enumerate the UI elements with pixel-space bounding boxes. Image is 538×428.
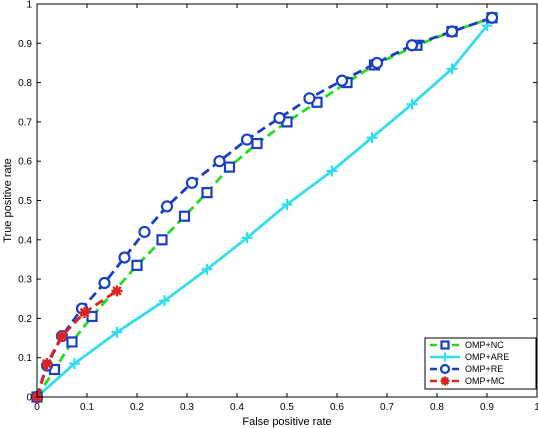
- series-line: [35, 16, 493, 398]
- data-point: [251, 137, 263, 150]
- data-point: [69, 358, 80, 370]
- y-tick-label: 0.8: [18, 78, 32, 89]
- y-tick-label: 0.1: [18, 353, 32, 364]
- legend-label: OMP+RE: [465, 364, 503, 374]
- y-tick-label: 0.7: [18, 117, 32, 128]
- data-point: [56, 330, 68, 342]
- data-point: [445, 25, 459, 38]
- data-point: [335, 74, 349, 87]
- data-point: [79, 307, 90, 319]
- legend-entry: OMP+MC: [430, 376, 505, 386]
- data-point: [185, 176, 199, 189]
- x-tick-label: 0.3: [180, 402, 194, 413]
- data-point: [446, 63, 458, 75]
- legend-entry: OMP+RE: [430, 363, 503, 375]
- data-point: [156, 234, 168, 246]
- y-tick-label: 0: [26, 393, 32, 404]
- data-point: [405, 39, 419, 52]
- data-point: [240, 133, 254, 146]
- data-point: [111, 326, 123, 338]
- x-tick-label: 0.4: [230, 402, 244, 413]
- data-point: [440, 352, 450, 362]
- x-tick-label: 0.1: [80, 402, 94, 413]
- legend: OMP+NC OMP+ARE OMP+RE OMP+MC: [424, 337, 537, 390]
- data-point: [485, 11, 499, 24]
- data-point: [111, 285, 123, 297]
- y-tick-label: 0.3: [18, 275, 32, 286]
- data-point: [66, 336, 78, 348]
- data-point: [160, 200, 174, 213]
- series-omp-nc: [31, 12, 498, 403]
- data-point-stroke: [440, 376, 450, 386]
- y-tick-label: 0.5: [18, 196, 32, 207]
- data-point: [440, 340, 450, 350]
- series-line: [36, 24, 489, 399]
- x-tick-label: 0.7: [380, 402, 394, 413]
- x-tick-label: 0.2: [130, 402, 144, 413]
- data-point: [366, 132, 378, 144]
- data-point-stroke: [42, 358, 52, 369]
- y-axis-label: True positive rate: [2, 158, 14, 243]
- data-point: [440, 376, 450, 386]
- data-point: [223, 161, 236, 173]
- x-tick-label: 1: [534, 402, 538, 413]
- data-point: [439, 363, 451, 375]
- data-point: [281, 198, 293, 210]
- data-point: [241, 232, 253, 244]
- legend-label: OMP+NC: [465, 340, 504, 350]
- data-point: [406, 98, 418, 110]
- y-tick-label: 0.4: [18, 235, 32, 246]
- data-point: [326, 165, 338, 177]
- x-tick-label: 0: [34, 402, 40, 413]
- data-point: [273, 111, 286, 125]
- data-point-stroke: [112, 286, 122, 296]
- x-tick-label: 0.9: [480, 402, 494, 413]
- series-omp-mc: [31, 285, 123, 403]
- legend-label: OMP+ARE: [465, 352, 509, 362]
- y-tick-label: 0.2: [18, 314, 32, 325]
- data-point: [41, 358, 53, 370]
- legend-label: OMP+MC: [465, 376, 505, 386]
- data-point: [178, 210, 191, 222]
- y-tick-label: 1: [26, 0, 32, 11]
- data-point: [370, 56, 384, 70]
- y-tick-label: 0.6: [18, 157, 32, 168]
- x-tick-label: 0.8: [430, 402, 444, 413]
- data-point: [159, 295, 170, 307]
- x-axis-label: False positive rate: [242, 416, 331, 428]
- axes-layer: 0 0.1 0.2 0.3 0.4 0.5 0.6 0.7 0.8 0.9 1 0 0.1 0.2 0.3 0…: [18, 0, 538, 413]
- series-layer: [30, 11, 499, 404]
- data-point-stroke: [79, 307, 90, 318]
- legend-entry: OMP+NC: [430, 340, 504, 350]
- legend-entry: OMP+ARE: [430, 352, 509, 362]
- x-tick-label: 0.6: [330, 402, 344, 413]
- data-point: [131, 259, 143, 271]
- data-point: [201, 263, 213, 275]
- data-point: [303, 92, 316, 105]
- data-point: [98, 276, 111, 290]
- data-point-stroke: [57, 331, 67, 341]
- data-point: [138, 225, 151, 239]
- data-point: [118, 251, 131, 264]
- data-point: [201, 187, 213, 199]
- y-tick-label: 0.9: [18, 39, 32, 50]
- x-tick-label: 0.5: [280, 402, 294, 413]
- data-point: [213, 155, 226, 168]
